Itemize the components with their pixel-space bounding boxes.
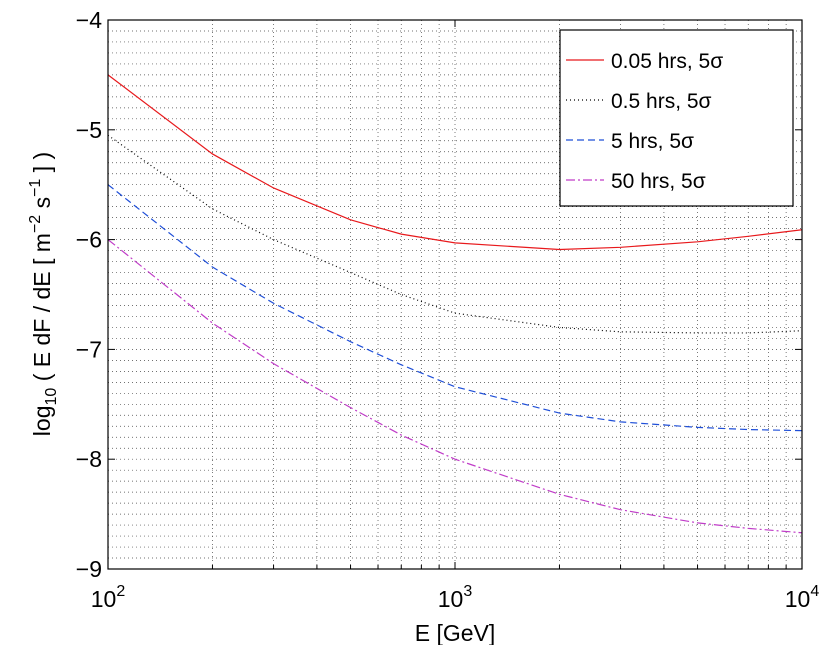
x-tick-label: 104 xyxy=(785,583,820,612)
series-line xyxy=(107,74,803,251)
series-line xyxy=(107,239,803,534)
series-line xyxy=(107,134,803,334)
axis-ticks: −9 −8 −7 −6 −5 −4 102 103 104 xyxy=(76,7,820,612)
x-tick-label: 102 xyxy=(91,583,126,612)
y-tick-label: −4 xyxy=(76,7,102,33)
legend-label: 0.5 hrs, 5σ xyxy=(611,90,712,113)
legend-label: 50 hrs, 5σ xyxy=(611,170,706,193)
series-line xyxy=(107,184,803,432)
legend-box xyxy=(559,29,794,207)
y-tick-label: −9 xyxy=(76,556,102,582)
x-tick-label: 103 xyxy=(438,583,473,612)
legend-label: 0.05 hrs, 5σ xyxy=(611,50,723,73)
y-axis-label: log10 ( E dF / dE [ m−2 s−1 ] ) xyxy=(27,152,60,436)
x-axis-label: E [GeV] xyxy=(415,620,496,645)
legend: 0.05 hrs, 5σ 0.5 hrs, 5σ 5 hrs, 5σ 50 hrs, … xyxy=(559,29,794,207)
y-tick-label: −6 xyxy=(76,227,102,253)
legend-label: 5 hrs, 5σ xyxy=(611,130,694,153)
y-tick-label: −7 xyxy=(76,336,102,362)
series-lines xyxy=(107,74,803,534)
y-tick-label: −5 xyxy=(76,117,102,143)
y-tick-label: −8 xyxy=(76,446,102,472)
